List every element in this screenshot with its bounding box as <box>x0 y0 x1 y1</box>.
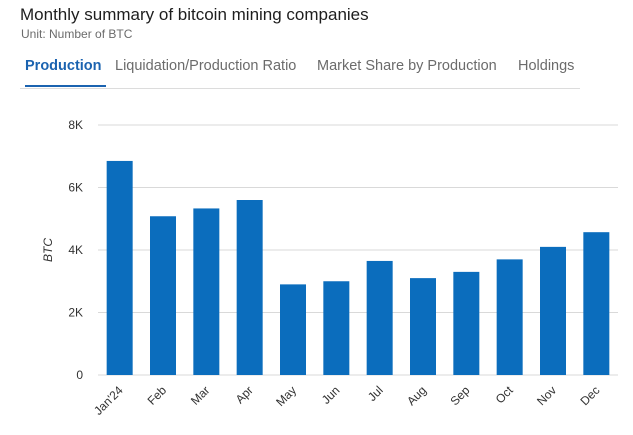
chart-subtitle: Unit: Number of BTC <box>21 27 133 41</box>
bar-3[interactable] <box>236 200 263 375</box>
tab-liquidation-production-ratio[interactable]: Liquidation/Production Ratio <box>115 58 297 74</box>
bar-7[interactable] <box>410 278 436 375</box>
x-tick-label: Jan'24 <box>91 383 126 418</box>
y-axis-title: BTC <box>41 238 55 262</box>
x-tick-label: Sep <box>447 383 472 408</box>
bar-2[interactable] <box>193 208 220 375</box>
bar-1[interactable] <box>150 216 176 375</box>
x-tick-label: Apr <box>233 383 256 406</box>
x-tick-label: Mar <box>188 383 213 408</box>
x-tick-label: Feb <box>145 383 170 408</box>
y-tick-label: 0 <box>76 368 83 382</box>
bar-6[interactable] <box>366 260 393 375</box>
x-tick-label: Jul <box>365 383 386 404</box>
x-tick-label: Nov <box>534 383 559 408</box>
x-tick-label: Aug <box>404 383 429 408</box>
x-tick-label: Dec <box>577 383 602 408</box>
bar-8[interactable] <box>453 271 480 375</box>
x-axis-ticks: Jan'24 Feb Mar Apr May Jun Jul Aug Sep Oct Nov Dec <box>91 383 602 418</box>
tab-bar: Production Liquidation/Production Ratio … <box>20 52 580 89</box>
grid-lines <box>98 124 618 376</box>
y-tick-label: 4K <box>68 243 83 257</box>
x-tick-label: May <box>273 383 299 409</box>
x-tick-label: Jun <box>319 383 343 407</box>
tab-production[interactable]: Production <box>25 58 106 87</box>
x-tick-label: Oct <box>493 383 517 407</box>
bar-11[interactable] <box>583 232 610 375</box>
bars <box>106 160 610 375</box>
bar-4[interactable] <box>280 284 306 375</box>
y-tick-label: 2K <box>68 306 83 320</box>
chart-title: Monthly summary of bitcoin mining compan… <box>20 5 369 24</box>
bar-10[interactable] <box>540 246 566 375</box>
y-tick-label: 6K <box>68 181 83 195</box>
bar-5[interactable] <box>323 281 350 375</box>
y-axis-ticks: 0 2K 4K 6K 8K <box>68 118 83 382</box>
tab-market-share-by-production[interactable]: Market Share by Production <box>317 58 497 74</box>
bar-9[interactable] <box>496 259 523 375</box>
tab-holdings[interactable]: Holdings <box>518 58 575 74</box>
bar-0[interactable] <box>106 160 133 375</box>
y-tick-label: 8K <box>68 118 83 132</box>
